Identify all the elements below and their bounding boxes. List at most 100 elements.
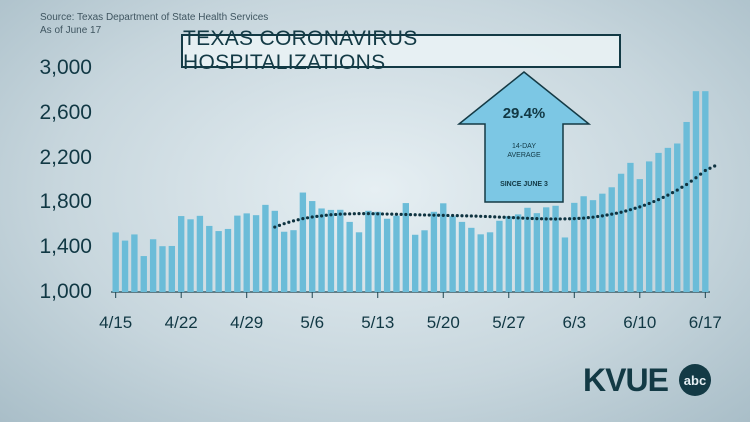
bar xyxy=(421,230,428,292)
bar xyxy=(636,179,643,292)
trend-point xyxy=(502,215,506,219)
x-tick-label: 5/27 xyxy=(492,313,526,332)
trend-point xyxy=(708,166,712,170)
trend-point xyxy=(479,214,483,218)
trend-point xyxy=(483,214,487,219)
bar xyxy=(617,173,625,292)
trend-point xyxy=(553,217,558,221)
trend-point xyxy=(694,176,698,180)
bar xyxy=(645,161,653,292)
bar xyxy=(215,231,222,292)
callout-line3: SINCE JUNE 3 xyxy=(500,181,548,188)
bar xyxy=(393,215,400,292)
bar xyxy=(262,204,269,292)
bar xyxy=(486,232,494,292)
trend-point xyxy=(301,217,305,221)
trend-point xyxy=(310,215,314,219)
y-tick-label: 2,600 xyxy=(39,100,92,124)
bar xyxy=(543,207,550,292)
trend-point xyxy=(591,215,595,219)
bar xyxy=(383,218,391,292)
trend-point xyxy=(605,213,609,217)
bar xyxy=(280,231,288,292)
trend-point xyxy=(511,216,516,220)
bar xyxy=(533,213,541,292)
x-tick-label: 4/29 xyxy=(230,313,264,332)
y-tick-label: 3,000 xyxy=(39,56,92,79)
trend-point xyxy=(329,213,333,217)
bar xyxy=(140,256,147,292)
abc-logo: abc xyxy=(679,364,711,396)
bar xyxy=(206,225,213,292)
x-tick-label: 6/17 xyxy=(688,313,722,332)
trend-point xyxy=(427,213,431,217)
bar xyxy=(589,200,597,292)
trend-point xyxy=(376,212,380,216)
trend-point xyxy=(633,206,637,210)
trend-point xyxy=(666,193,670,197)
trend-point xyxy=(586,216,590,220)
trend-point xyxy=(319,214,324,218)
trend-point xyxy=(277,223,282,227)
trend-point xyxy=(713,164,717,168)
bar xyxy=(664,147,672,292)
trend-point xyxy=(703,168,707,173)
trend-point xyxy=(385,212,389,216)
trend-point xyxy=(338,212,342,216)
bar xyxy=(243,213,250,292)
bar xyxy=(458,221,466,292)
trend-point xyxy=(488,215,492,219)
trend-point xyxy=(315,214,319,218)
trend-point xyxy=(399,212,403,216)
bar xyxy=(224,228,232,292)
bar xyxy=(168,245,176,292)
trend-point xyxy=(394,212,399,216)
bar xyxy=(299,192,307,292)
trend-point xyxy=(460,214,464,218)
trend-point xyxy=(656,198,661,202)
trend-point xyxy=(699,172,703,176)
trend-point xyxy=(670,191,675,195)
trend-point xyxy=(282,222,286,226)
trend-point xyxy=(563,217,567,221)
bar xyxy=(496,220,503,292)
callout-percent: 29.4% xyxy=(502,105,546,122)
trend-point xyxy=(436,213,441,217)
trend-point xyxy=(689,179,693,183)
trend-point xyxy=(610,212,614,216)
trend-point xyxy=(408,213,413,217)
bar xyxy=(683,121,690,292)
bar xyxy=(346,221,353,292)
trend-point xyxy=(455,214,459,218)
trend-point xyxy=(446,213,450,218)
bar xyxy=(121,240,129,292)
x-tick-label: 5/6 xyxy=(300,313,325,332)
trend-point xyxy=(334,212,338,217)
bar xyxy=(674,143,681,292)
trend-point xyxy=(539,217,544,221)
x-tick-label: 4/22 xyxy=(164,313,198,332)
trend-point xyxy=(418,213,422,217)
bar xyxy=(337,209,344,292)
trend-point xyxy=(507,215,511,220)
bar xyxy=(196,215,204,292)
trend-point xyxy=(525,216,530,220)
trend-point xyxy=(371,212,375,216)
bar xyxy=(524,207,531,292)
bar xyxy=(599,193,606,292)
trend-point xyxy=(582,216,586,220)
trend-point xyxy=(357,212,361,216)
y-tick-label: 2,200 xyxy=(39,145,92,169)
bar xyxy=(505,216,512,292)
trend-point xyxy=(413,213,417,217)
callout-line1: 14-DAY xyxy=(512,143,536,150)
trend-point xyxy=(628,208,633,212)
trend-point xyxy=(614,211,619,215)
trend-point xyxy=(432,213,436,217)
bar xyxy=(187,219,194,292)
trend-point xyxy=(638,205,642,209)
trend-point xyxy=(572,217,576,221)
trend-point xyxy=(619,210,623,214)
bar xyxy=(430,211,438,292)
